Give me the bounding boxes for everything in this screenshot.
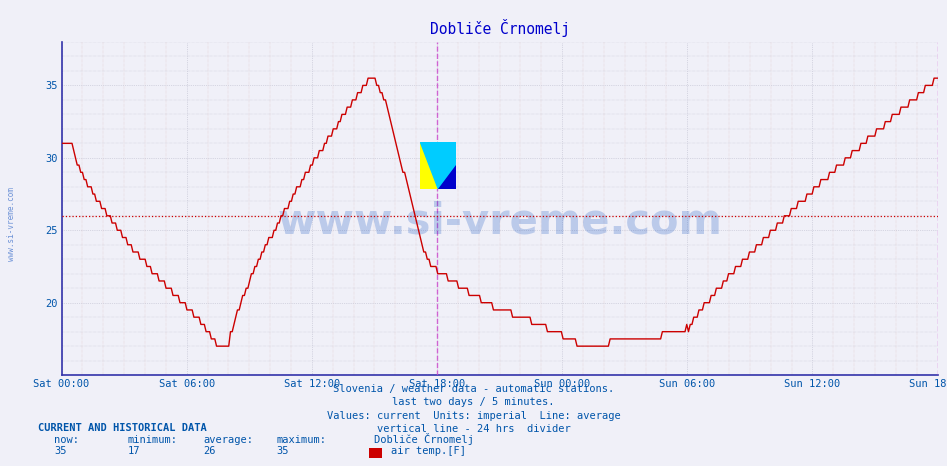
Text: CURRENT AND HISTORICAL DATA: CURRENT AND HISTORICAL DATA [38, 423, 206, 433]
Text: 35: 35 [54, 446, 66, 456]
Text: Dobliče Črnomelj: Dobliče Črnomelj [374, 433, 474, 445]
Text: average:: average: [204, 435, 254, 445]
Text: 35: 35 [277, 446, 289, 456]
Text: 26: 26 [204, 446, 216, 456]
Text: minimum:: minimum: [128, 435, 178, 445]
Text: Slovenia / weather data - automatic stations.: Slovenia / weather data - automatic stat… [333, 384, 614, 394]
Text: 17: 17 [128, 446, 140, 456]
Text: maximum:: maximum: [277, 435, 327, 445]
Title: Dobliče Črnomelj: Dobliče Črnomelj [430, 19, 569, 37]
Text: now:: now: [54, 435, 79, 445]
Text: www.si-vreme.com: www.si-vreme.com [277, 201, 722, 243]
Text: Values: current  Units: imperial  Line: average: Values: current Units: imperial Line: av… [327, 411, 620, 420]
Text: vertical line - 24 hrs  divider: vertical line - 24 hrs divider [377, 424, 570, 433]
Text: air temp.[F]: air temp.[F] [391, 446, 466, 456]
Polygon shape [420, 142, 456, 189]
Text: www.si-vreme.com: www.si-vreme.com [7, 187, 16, 260]
Polygon shape [420, 142, 438, 189]
Polygon shape [438, 165, 456, 189]
Text: last two days / 5 minutes.: last two days / 5 minutes. [392, 397, 555, 407]
